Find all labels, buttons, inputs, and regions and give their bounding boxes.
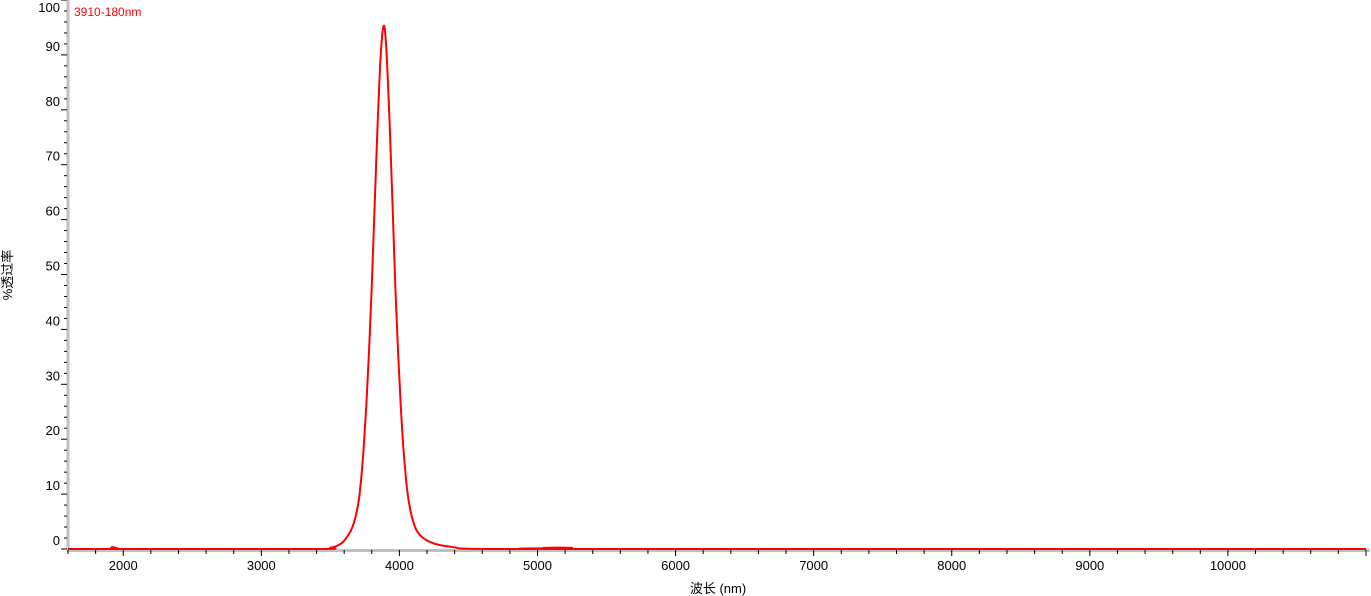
x-tick-label: 3000 xyxy=(247,558,276,573)
y-axis-label: %透过率 xyxy=(0,250,15,301)
y-tick-label: 0 xyxy=(53,533,60,548)
series-line xyxy=(68,24,1366,551)
y-tick-label: 50 xyxy=(46,259,60,274)
y-tick-label: 60 xyxy=(46,204,60,219)
y-tick-label: 40 xyxy=(46,313,60,328)
x-tick-label: 7000 xyxy=(799,558,828,573)
x-tick-label: 9000 xyxy=(1075,558,1104,573)
x-tick-label: 2000 xyxy=(109,558,138,573)
x-axis-label: 波长 (nm) xyxy=(690,581,746,596)
plot-area xyxy=(68,24,1366,551)
y-tick-label: 30 xyxy=(46,368,60,383)
y-tick-label: 90 xyxy=(46,39,60,54)
y-tick-label: 70 xyxy=(46,149,60,164)
x-tick-label: 8000 xyxy=(937,558,966,573)
x-tick-label: 6000 xyxy=(661,558,690,573)
x-tick-label: 10000 xyxy=(1210,558,1246,573)
y-tick-label: 80 xyxy=(46,94,60,109)
x-tick-label: 5000 xyxy=(523,558,552,573)
y-tick-label: 10 xyxy=(46,478,60,493)
x-tick-label: 4000 xyxy=(385,558,414,573)
y-tick-label: 20 xyxy=(46,423,60,438)
y-tick-label: 100 xyxy=(38,0,60,15)
axes: 0 10 20 30 40 50 60 70 80 90 100 2000 3000 4000 5000 60… xyxy=(38,0,1370,573)
legend-series-label: 3910-180nm xyxy=(74,5,141,19)
